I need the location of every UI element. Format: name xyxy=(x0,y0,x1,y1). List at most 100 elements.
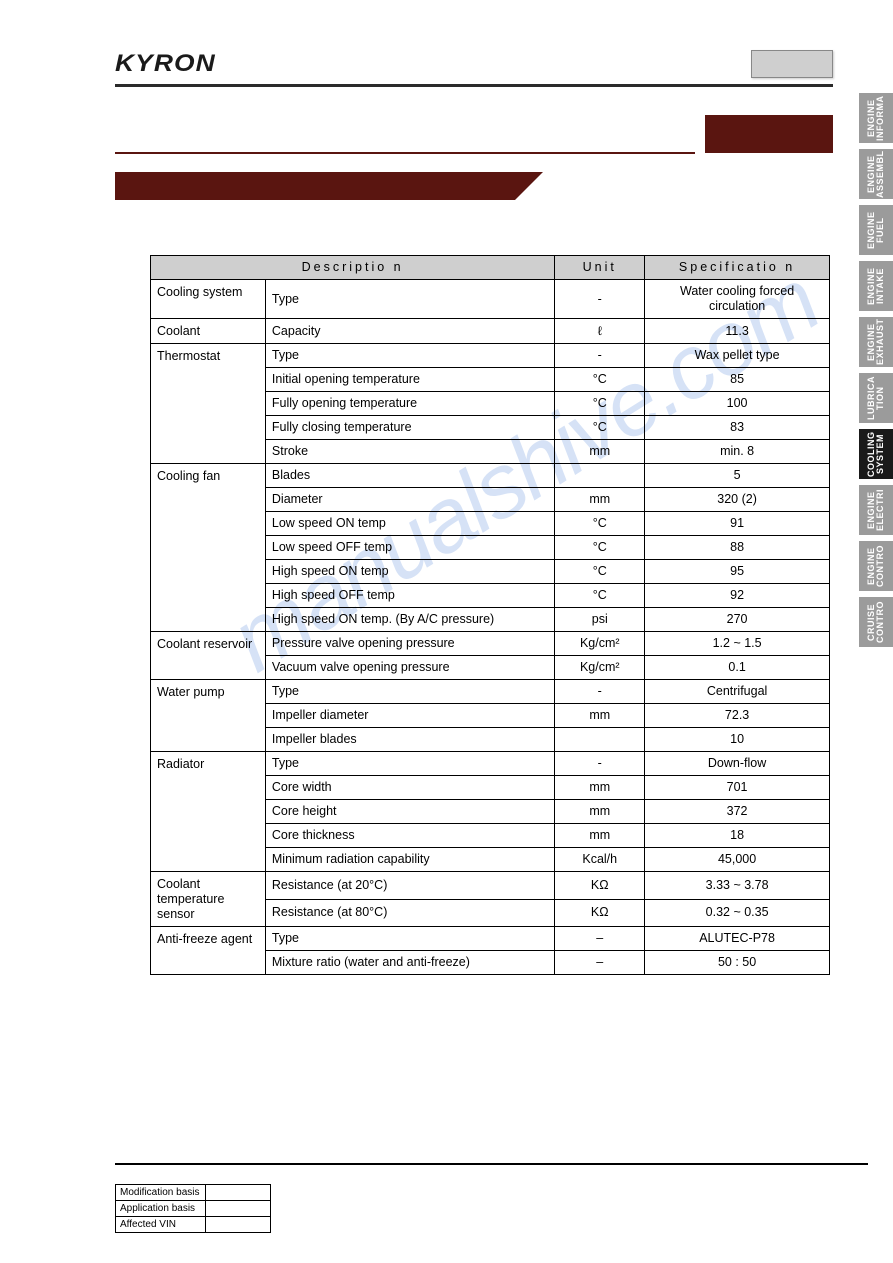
table-unit-cell: Kg/cm² xyxy=(555,656,645,680)
mod-label-cell: Affected VIN xyxy=(116,1217,206,1233)
table-value-cell: 5 xyxy=(645,464,830,488)
table-value-cell: 72.3 xyxy=(645,704,830,728)
table-group-cell: Radiator xyxy=(151,752,266,872)
table-desc-cell: Core width xyxy=(265,776,554,800)
table-unit-cell: - xyxy=(555,680,645,704)
table-unit-cell: °C xyxy=(555,392,645,416)
side-tab[interactable]: LUBRICA TION xyxy=(859,373,893,423)
table-value-cell: 270 xyxy=(645,608,830,632)
table-unit-cell: °C xyxy=(555,560,645,584)
side-tab[interactable]: ENGINE INTAKE xyxy=(859,261,893,311)
table-desc-cell: High speed ON temp xyxy=(265,560,554,584)
table-unit-cell: – xyxy=(555,951,645,975)
side-tabs: ENGINE INFORMA ENGINE ASSEMBL ENGINE FUEL E… xyxy=(859,93,893,647)
table-unit-cell: – xyxy=(555,927,645,951)
side-tab[interactable]: ENGINE EXHAUST xyxy=(859,317,893,367)
table-desc-cell: Low speed ON temp xyxy=(265,512,554,536)
table-unit-cell: mm xyxy=(555,488,645,512)
table-unit-cell: mm xyxy=(555,440,645,464)
side-tab[interactable]: ENGINE FUEL xyxy=(859,205,893,255)
table-value-cell: 88 xyxy=(645,536,830,560)
table-group-cell: Coolant reservoir xyxy=(151,632,266,680)
table-desc-cell: Mixture ratio (water and anti-freeze) xyxy=(265,951,554,975)
table-desc-cell: Core thickness xyxy=(265,824,554,848)
table-value-cell: 92 xyxy=(645,584,830,608)
table-unit-cell: °C xyxy=(555,512,645,536)
mod-label-cell: Modification basis xyxy=(116,1185,206,1201)
side-tab[interactable]: COOLING SYSTEM xyxy=(859,429,893,479)
section-number-box xyxy=(705,115,833,153)
table-desc-cell: Type xyxy=(265,927,554,951)
table-unit-cell: mm xyxy=(555,776,645,800)
side-tab[interactable]: ENGINE ELECTRI xyxy=(859,485,893,535)
header-rule xyxy=(115,84,833,87)
table-unit-cell: - xyxy=(555,344,645,368)
table-unit-cell: °C xyxy=(555,416,645,440)
table-unit-cell: mm xyxy=(555,800,645,824)
table-desc-cell: Initial opening temperature xyxy=(265,368,554,392)
side-tab[interactable]: CRUISE CONTRO xyxy=(859,597,893,647)
table-unit-cell: ℓ xyxy=(555,319,645,344)
table-group-cell: Cooling fan xyxy=(151,464,266,632)
table-unit-cell xyxy=(555,464,645,488)
side-tab[interactable]: ENGINE CONTRO xyxy=(859,541,893,591)
table-unit-cell: °C xyxy=(555,368,645,392)
table-value-cell: Centrifugal xyxy=(645,680,830,704)
table-value-cell: 95 xyxy=(645,560,830,584)
th-specification: Specificatio n xyxy=(645,256,830,280)
table-value-cell: min. 8 xyxy=(645,440,830,464)
table-desc-cell: Capacity xyxy=(265,319,554,344)
table-value-cell: 0.32 ~ 0.35 xyxy=(645,899,830,927)
table-unit-cell: mm xyxy=(555,704,645,728)
table-value-cell: 50 : 50 xyxy=(645,951,830,975)
table-desc-cell: Blades xyxy=(265,464,554,488)
side-tab[interactable]: ENGINE INFORMA xyxy=(859,93,893,143)
table-desc-cell: Core height xyxy=(265,800,554,824)
mod-value-cell xyxy=(206,1185,271,1201)
table-desc-cell: Type xyxy=(265,280,554,319)
table-value-cell: 100 xyxy=(645,392,830,416)
modification-table: Modification basisApplication basisAffec… xyxy=(115,1184,271,1233)
table-unit-cell: Kcal/h xyxy=(555,848,645,872)
table-group-cell: Coolant temperature sensor xyxy=(151,872,266,927)
table-unit-cell: °C xyxy=(555,536,645,560)
specifications-table: Descriptio n Unit Specificatio n Cooling… xyxy=(150,255,830,975)
table-value-cell: 10 xyxy=(645,728,830,752)
table-unit-cell: mm xyxy=(555,824,645,848)
table-value-cell: 85 xyxy=(645,368,830,392)
table-value-cell: Wax pellet type xyxy=(645,344,830,368)
table-value-cell: 372 xyxy=(645,800,830,824)
table-desc-cell: Type xyxy=(265,752,554,776)
table-desc-cell: Impeller diameter xyxy=(265,704,554,728)
mod-value-cell xyxy=(206,1201,271,1217)
th-description: Descriptio n xyxy=(151,256,555,280)
table-group-cell: Cooling system xyxy=(151,280,266,319)
table-desc-cell: Vacuum valve opening pressure xyxy=(265,656,554,680)
table-desc-cell: Resistance (at 20°C) xyxy=(265,872,554,900)
table-value-cell: 45,000 xyxy=(645,848,830,872)
th-unit: Unit xyxy=(555,256,645,280)
table-unit-cell: psi xyxy=(555,608,645,632)
table-value-cell: 91 xyxy=(645,512,830,536)
table-desc-cell: Type xyxy=(265,344,554,368)
table-value-cell: 320 (2) xyxy=(645,488,830,512)
table-unit-cell: - xyxy=(555,280,645,319)
page-code-box xyxy=(751,50,833,78)
table-desc-cell: Low speed OFF temp xyxy=(265,536,554,560)
table-group-cell: Thermostat xyxy=(151,344,266,464)
table-unit-cell: KΩ xyxy=(555,872,645,900)
table-unit-cell xyxy=(555,728,645,752)
table-group-cell: Coolant xyxy=(151,319,266,344)
table-desc-cell: Type xyxy=(265,680,554,704)
mod-label-cell: Application basis xyxy=(116,1201,206,1217)
table-value-cell: 701 xyxy=(645,776,830,800)
table-desc-cell: Minimum radiation capability xyxy=(265,848,554,872)
table-group-cell: Water pump xyxy=(151,680,266,752)
mod-value-cell xyxy=(206,1217,271,1233)
table-desc-cell: Fully closing temperature xyxy=(265,416,554,440)
table-value-cell: 83 xyxy=(645,416,830,440)
table-desc-cell: Stroke xyxy=(265,440,554,464)
table-value-cell: ALUTEC-P78 xyxy=(645,927,830,951)
side-tab[interactable]: ENGINE ASSEMBL xyxy=(859,149,893,199)
footer-rule xyxy=(115,1163,868,1165)
